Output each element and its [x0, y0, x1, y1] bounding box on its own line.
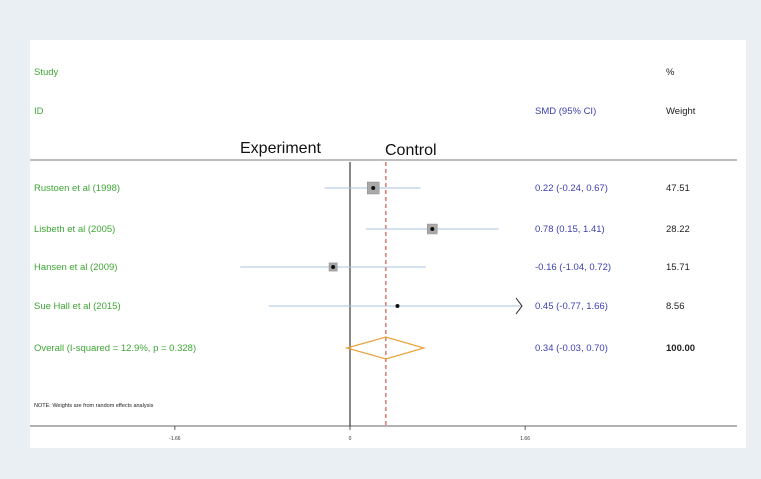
- overall-ci-text: 0.34 (-0.03, 0.70): [535, 343, 608, 354]
- study-point-estimate: [371, 186, 376, 190]
- study-point-estimate: [430, 227, 435, 231]
- study-weight-value: 8.56: [666, 301, 685, 312]
- x-axis-tick-label: -1.66: [169, 436, 181, 442]
- study-ci-text: -0.16 (-1.04, 0.72): [535, 262, 611, 273]
- id-column-header: ID: [34, 106, 44, 117]
- control-label: Control: [385, 142, 437, 159]
- study-weight-value: 47.51: [666, 183, 690, 194]
- weight-header: Weight: [666, 106, 696, 117]
- ci-truncation-arrow: [515, 297, 523, 315]
- smd-column-header: SMD (95% CI): [535, 106, 596, 117]
- overall-weight-value: 100.00: [666, 343, 695, 354]
- study-label: Lisbeth et al (2005): [34, 224, 115, 235]
- study-point-estimate: [331, 265, 336, 269]
- study-label: Sue Hall et al (2015): [34, 301, 121, 312]
- experiment-label: Experiment: [240, 140, 321, 157]
- study-point-estimate: [395, 304, 400, 308]
- forest-plot-area: [30, 40, 746, 448]
- study-label: Rustoen et al (1998): [34, 183, 120, 194]
- overall-diamond: [344, 336, 427, 360]
- x-axis-tick-label: 0: [349, 436, 352, 442]
- overall-label: Overall (I-squared = 12.9%, p = 0.328): [34, 343, 196, 354]
- study-ci-text: 0.45 (-0.77, 1.66): [535, 301, 608, 312]
- study-column-header: Study: [34, 67, 59, 78]
- study-ci-text: 0.22 (-0.24, 0.67): [535, 183, 608, 194]
- study-label: Hansen et al (2009): [34, 262, 117, 273]
- study-weight-value: 15.71: [666, 262, 690, 273]
- plot-panel: [8, 8, 753, 471]
- weights-note: NOTE: Weights are from random effects an…: [34, 403, 154, 409]
- study-ci-text: 0.78 (0.15, 1.41): [535, 224, 605, 235]
- study-weight-value: 28.22: [666, 224, 690, 235]
- x-axis-tick-label: 1.66: [520, 436, 530, 442]
- percent-header: %: [666, 67, 675, 78]
